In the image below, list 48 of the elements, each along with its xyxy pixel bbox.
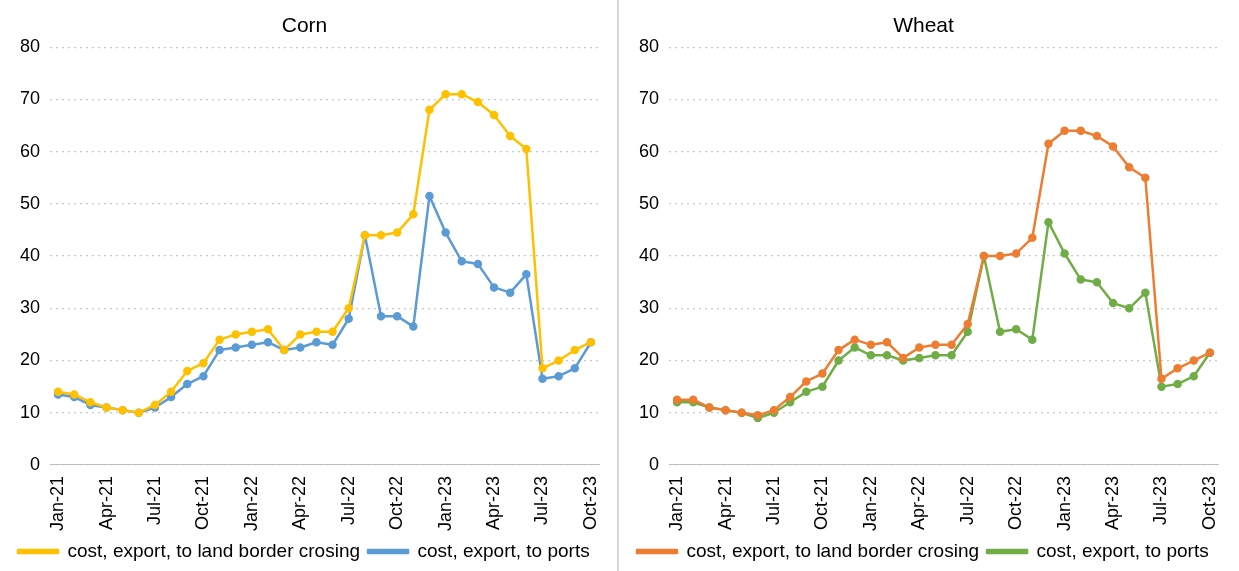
x-tick-label: Oct-23 <box>579 475 600 530</box>
x-tick-label: Apr-21 <box>95 475 116 530</box>
x-tick-label: Oct-21 <box>811 475 832 530</box>
y-tick-label: 40 <box>638 245 660 266</box>
y-tick-label: 40 <box>19 245 41 266</box>
y-tick-label: 80 <box>638 36 660 57</box>
x-tick-label: Jan-22 <box>859 475 880 532</box>
y-tick-label: 0 <box>649 453 660 474</box>
x-tick-label: Apr-23 <box>1102 475 1123 530</box>
x-tick-label: Apr-22 <box>289 475 310 530</box>
x-tick-label: Apr-23 <box>483 475 504 530</box>
y-tick-label: 70 <box>638 88 660 109</box>
x-tick-label: Oct-21 <box>192 475 213 530</box>
chart-title: Wheat <box>893 13 955 37</box>
chart-title: Corn <box>281 13 328 37</box>
x-tick-label: Apr-21 <box>714 475 735 530</box>
y-tick-label: 50 <box>19 192 41 213</box>
x-tick-label: Apr-22 <box>908 475 929 530</box>
y-tick-label: 20 <box>638 349 660 370</box>
y-tick-label: 20 <box>19 349 41 370</box>
y-tick-label: 30 <box>19 297 41 318</box>
legend-label: cost, export, to land border crosing <box>686 539 980 561</box>
x-tick-label: Jul-21 <box>143 475 164 525</box>
y-tick-label: 60 <box>638 140 660 161</box>
x-tick-label: Jul-21 <box>762 475 783 525</box>
legend-label: cost, export, to land border crosing <box>67 539 361 561</box>
x-tick-label: Jan-23 <box>1053 475 1074 532</box>
x-tick-label: Jul-22 <box>956 475 977 525</box>
x-tick-label: Oct-22 <box>386 475 407 530</box>
x-tick-label: Jul-23 <box>531 475 552 525</box>
x-tick-label: Jan-22 <box>240 475 261 532</box>
y-tick-label: 50 <box>638 192 660 213</box>
legend-label: cost, export, to ports <box>1036 539 1209 561</box>
x-tick-label: Oct-23 <box>1198 475 1219 530</box>
y-tick-label: 80 <box>19 36 41 57</box>
x-tick-label: Oct-22 <box>1005 475 1026 530</box>
y-tick-label: 30 <box>638 297 660 318</box>
legend-label: cost, export, to ports <box>417 539 590 561</box>
x-tick-label: Jan-21 <box>666 475 687 532</box>
y-tick-label: 60 <box>19 140 41 161</box>
y-tick-label: 10 <box>19 401 41 422</box>
x-tick-label: Jul-23 <box>1150 475 1171 525</box>
x-tick-label: Jan-21 <box>47 475 68 532</box>
y-tick-label: 10 <box>638 401 660 422</box>
y-tick-label: 70 <box>19 88 41 109</box>
x-tick-label: Jul-22 <box>337 475 358 525</box>
x-tick-label: Jan-23 <box>434 475 455 532</box>
y-tick-label: 0 <box>30 453 41 474</box>
